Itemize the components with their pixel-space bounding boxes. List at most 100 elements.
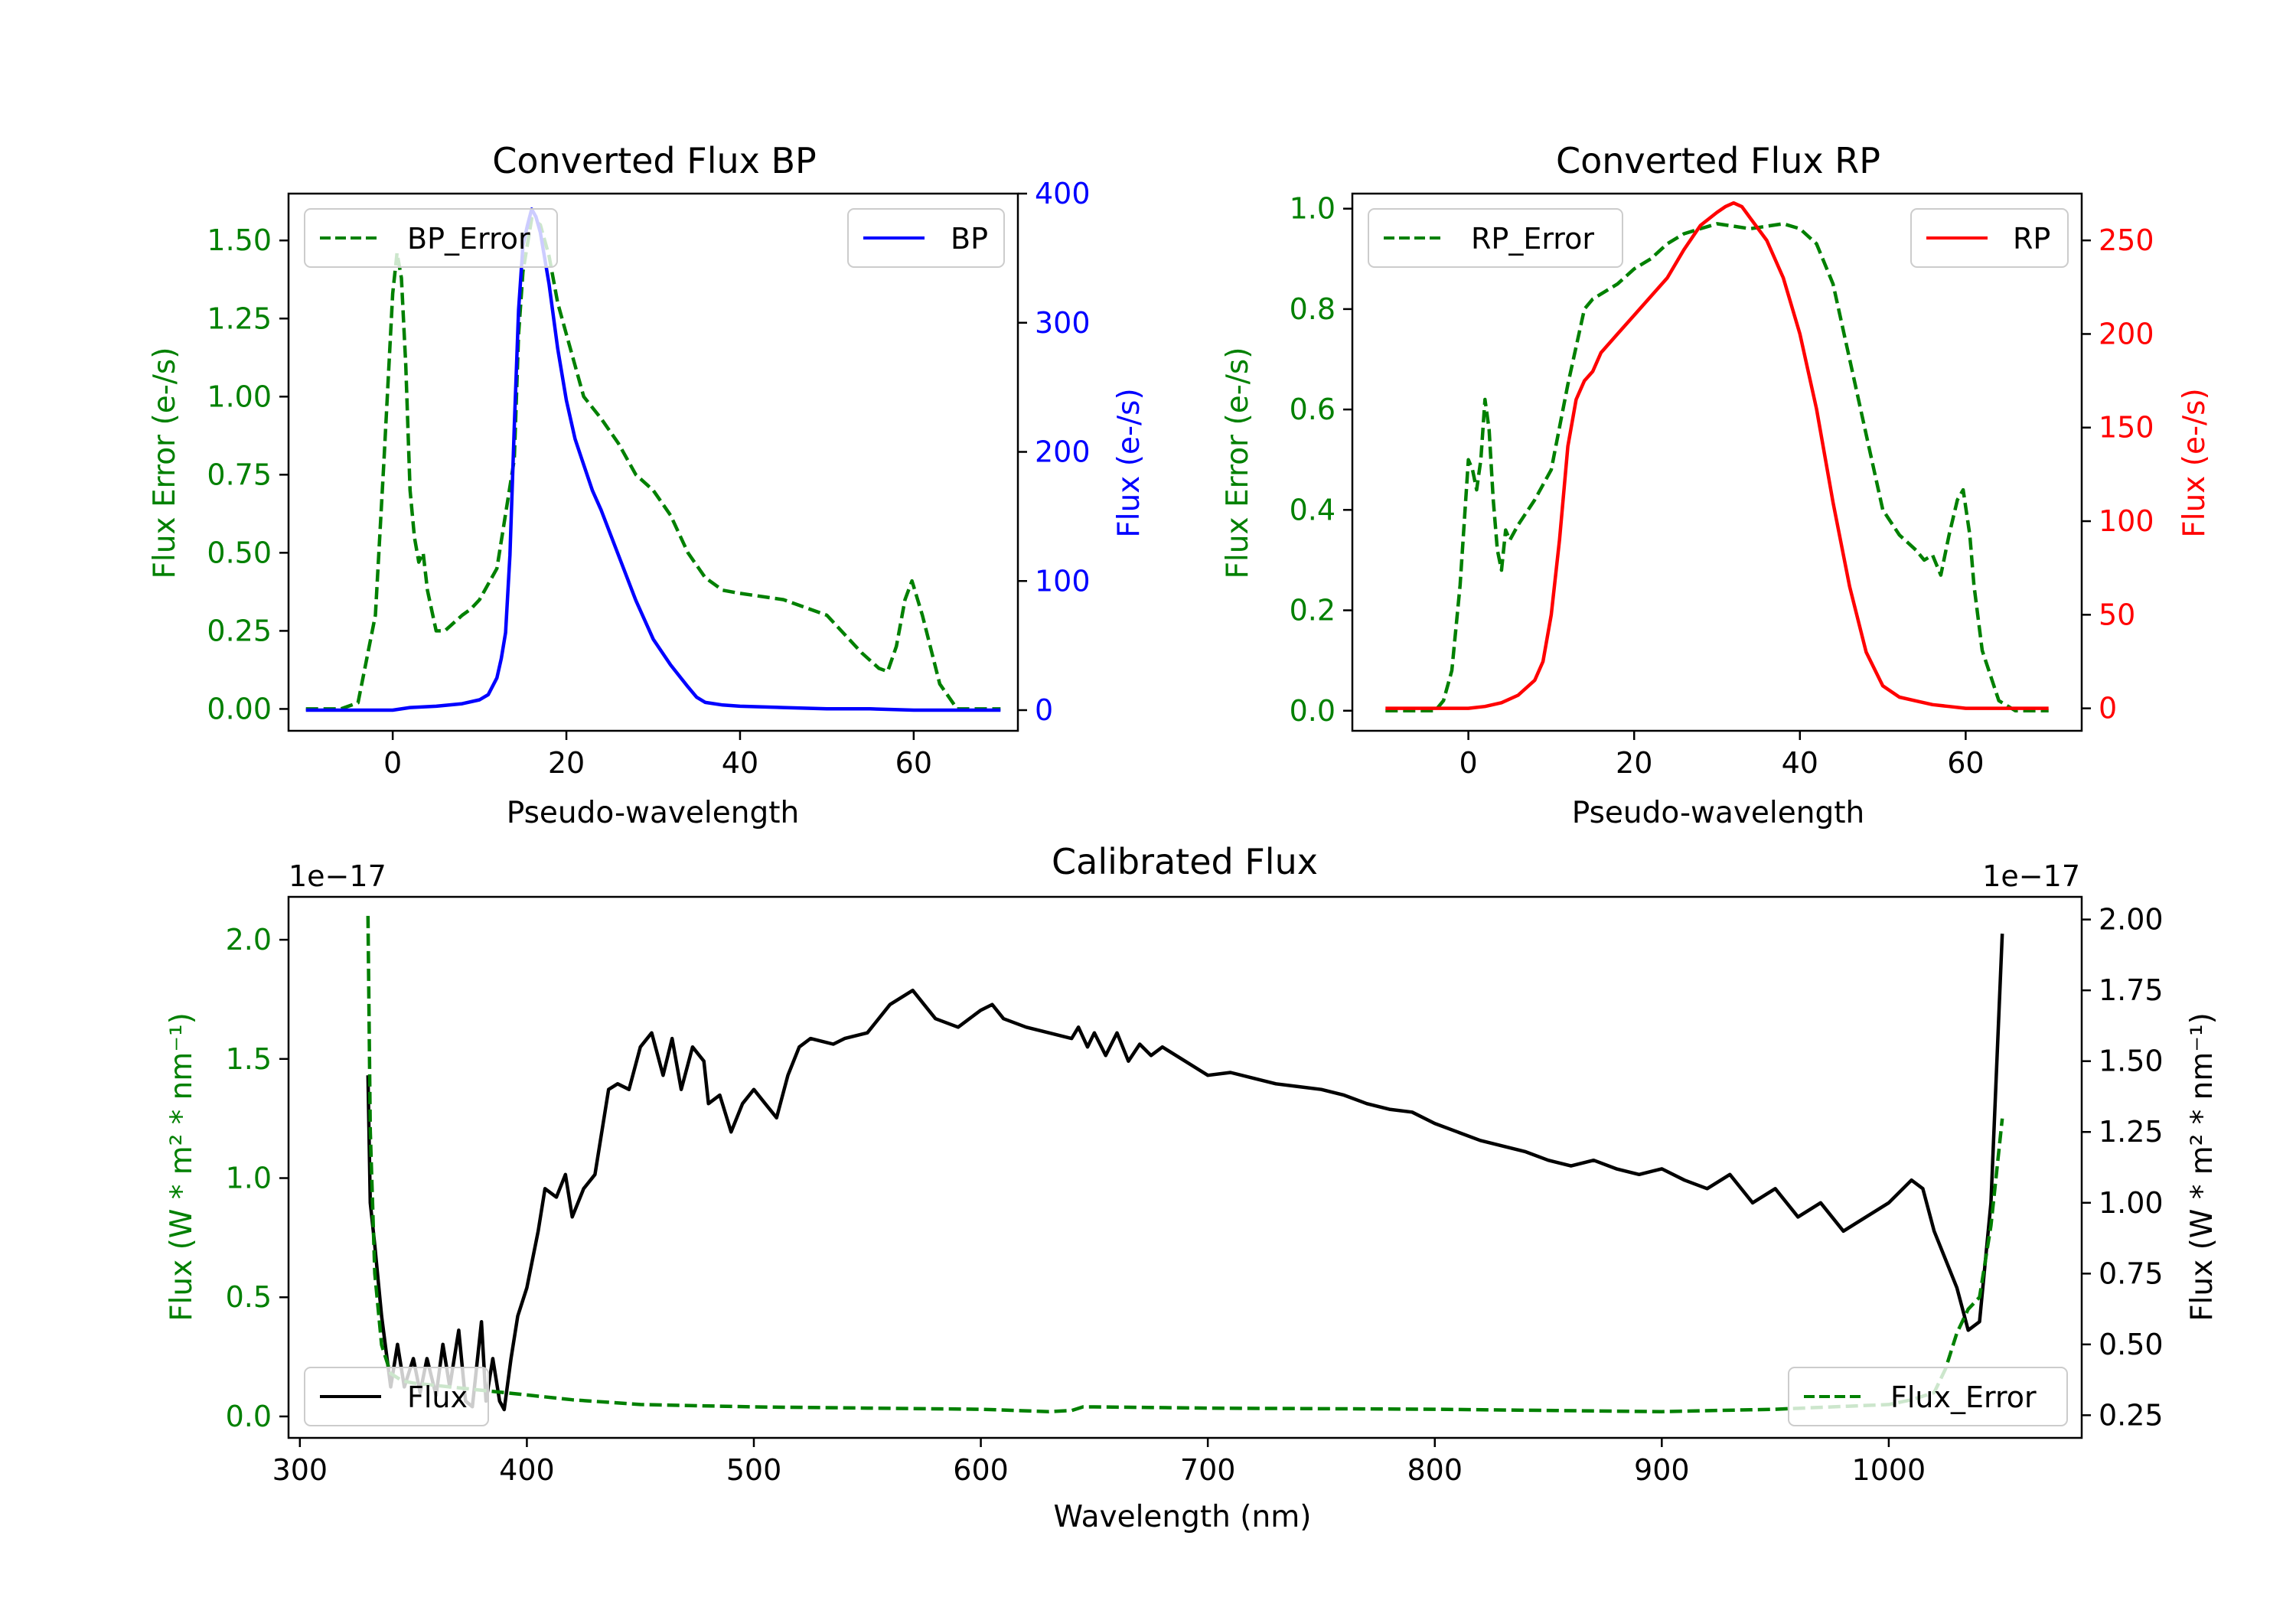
x-tick-label: 700 xyxy=(1180,1453,1236,1487)
bp-panel: Converted Flux BP 0 20 40 60 0.000.250.500.… xyxy=(148,140,1146,830)
x-tick-label: 300 xyxy=(272,1453,328,1487)
x-tick-label: 60 xyxy=(895,746,932,780)
left-tick-label: 0.6 xyxy=(1290,393,1336,426)
rp-series-layer xyxy=(1385,200,2049,713)
legend-box xyxy=(1910,208,2069,268)
legend-label-bp-error: BP_Error xyxy=(407,222,530,256)
x-tick-label: 400 xyxy=(499,1453,555,1487)
right-tick-label: 1.75 xyxy=(2099,973,2164,1007)
left-tick-label: 1.00 xyxy=(207,380,272,413)
right-tick-label: 1.00 xyxy=(2099,1186,2164,1220)
right-tick-label: 250 xyxy=(2099,223,2154,257)
right-tick-label: 50 xyxy=(2099,598,2135,631)
left-tick-label: 0.0 xyxy=(1290,694,1336,728)
calibrated-title: Calibrated Flux xyxy=(1052,841,1318,882)
left-tick-label: 2.0 xyxy=(226,923,272,957)
x-tick-label: 20 xyxy=(548,746,585,780)
calibrated-plot-frame xyxy=(287,895,2083,1439)
left-tick-label: 0.00 xyxy=(207,692,272,725)
bp-left-y-label: Flux Error (e-/s) xyxy=(148,347,182,579)
x-tick-label: 0 xyxy=(383,746,402,780)
calibrated-right-y-label: Flux (W * m² * nm⁻¹) xyxy=(2185,1012,2219,1322)
calibrated-left-offset: 1e−17 xyxy=(289,859,386,893)
calibrated-x-ticks: 300 400 500 600 700 800 900 1000 xyxy=(272,1438,1926,1487)
rp-title: Converted Flux RP xyxy=(1556,140,1880,181)
rp-left-y-label: Flux Error (e-/s) xyxy=(1221,347,1255,579)
right-tick-label: 100 xyxy=(1035,564,1091,598)
rp-left-ticks: 0.0 0.2 0.4 0.6 0.8 1.0 xyxy=(1290,192,1352,728)
right-tick-label: 2.00 xyxy=(2099,903,2164,937)
rp-right-y-label: Flux (e-/s) xyxy=(2177,388,2212,537)
rp-plot-frame xyxy=(1351,192,2083,732)
rp-panel: Converted Flux RP 0 20 40 60 0.00.20.40.60.… xyxy=(1221,140,2212,830)
legend-label-rp: RP xyxy=(2013,222,2050,256)
bp-legend-flux: BP xyxy=(847,208,1005,268)
left-tick-label: 1.0 xyxy=(226,1162,272,1195)
bp-legend-error: BP_Error xyxy=(304,208,558,268)
right-tick-label: 200 xyxy=(2099,317,2154,350)
legend-label-flux: Flux xyxy=(407,1380,468,1414)
left-tick-label: 0.25 xyxy=(207,614,272,647)
right-tick-label: 0.50 xyxy=(2099,1328,2164,1361)
legend-box xyxy=(1788,1367,2068,1426)
right-tick-label: 400 xyxy=(1035,177,1091,210)
legend-label-flux-error: Flux_Error xyxy=(1890,1380,2037,1414)
right-tick-label: 300 xyxy=(1035,306,1091,340)
right-tick-label: 200 xyxy=(1035,435,1091,469)
bp-x-label: Pseudo-wavelength xyxy=(507,796,799,830)
bp-title: Converted Flux BP xyxy=(492,140,817,181)
legend-box xyxy=(1368,208,1623,268)
calibrated-panel: Calibrated Flux 1e−17 1e−17 300 400 500 600… xyxy=(165,841,2219,1534)
series-line-flux xyxy=(366,934,2004,1412)
x-tick-label: 500 xyxy=(726,1453,782,1487)
legend-box xyxy=(847,208,1005,268)
x-tick-label: 900 xyxy=(1634,1453,1690,1487)
right-tick-label: 0.75 xyxy=(2099,1257,2164,1290)
right-tick-label: 0 xyxy=(2099,692,2117,725)
bp-plot-frame xyxy=(287,192,1019,732)
x-tick-label: 600 xyxy=(953,1453,1009,1487)
left-tick-label: 0.50 xyxy=(207,536,272,569)
rp-legend-error: RP_Error xyxy=(1368,208,1623,268)
right-tick-label: 0.25 xyxy=(2099,1398,2164,1432)
left-tick-label: 1.25 xyxy=(207,302,272,335)
legend-label-rp-error: RP_Error xyxy=(1471,222,1594,256)
x-tick-label: 20 xyxy=(1616,746,1652,780)
legend-label-bp: BP xyxy=(951,222,988,256)
bp-series-layer xyxy=(305,207,1001,712)
bp-left-ticks: 0.00 0.25 0.50 0.75 1.00 1.25 1.50 xyxy=(207,223,289,725)
rp-x-label: Pseudo-wavelength xyxy=(1572,796,1864,830)
calibrated-right-ticks: 0.25 0.50 0.75 1.00 1.25 1.50 1.75 2.00 xyxy=(2082,903,2164,1432)
x-tick-label: 60 xyxy=(1947,746,1984,780)
right-tick-label: 150 xyxy=(2099,411,2154,445)
calibrated-right-offset: 1e−17 xyxy=(1982,859,2080,893)
right-tick-label: 1.50 xyxy=(2099,1045,2164,1078)
left-tick-label: 1.0 xyxy=(1290,192,1336,226)
left-tick-label: 0.0 xyxy=(226,1400,272,1433)
legend-box xyxy=(304,1367,489,1426)
rp-legend-flux: RP xyxy=(1910,208,2069,268)
calibrated-x-label: Wavelength (nm) xyxy=(1054,1500,1312,1534)
left-tick-label: 0.8 xyxy=(1290,292,1336,326)
series-line-flux-error xyxy=(366,915,2004,1413)
calibrated-left-y-label: Flux (W * m² * nm⁻¹) xyxy=(165,1012,199,1322)
x-tick-label: 0 xyxy=(1459,746,1478,780)
right-tick-label: 1.25 xyxy=(2099,1115,2164,1149)
bp-right-ticks: 0 100 200 300 400 xyxy=(1018,177,1091,727)
calibrated-legend-error: Flux_Error xyxy=(1788,1367,2068,1426)
left-tick-label: 1.50 xyxy=(207,223,272,257)
left-tick-label: 0.75 xyxy=(207,458,272,491)
x-tick-label: 800 xyxy=(1407,1453,1463,1487)
calibrated-legend-flux: Flux xyxy=(304,1367,489,1426)
legend-box xyxy=(304,208,558,268)
bp-right-y-label: Flux (e-/s) xyxy=(1112,388,1146,537)
rp-right-ticks: 0 50 100 150 200 250 xyxy=(2082,223,2154,725)
series-line-rp xyxy=(1385,200,2049,710)
x-tick-label: 1000 xyxy=(1852,1453,1926,1487)
bp-x-ticks: 0 20 40 60 xyxy=(383,731,932,780)
calibrated-series-layer xyxy=(366,915,2004,1413)
x-tick-label: 40 xyxy=(722,746,758,780)
right-tick-label: 0 xyxy=(1035,693,1053,727)
series-line-rp-error xyxy=(1385,222,2049,713)
